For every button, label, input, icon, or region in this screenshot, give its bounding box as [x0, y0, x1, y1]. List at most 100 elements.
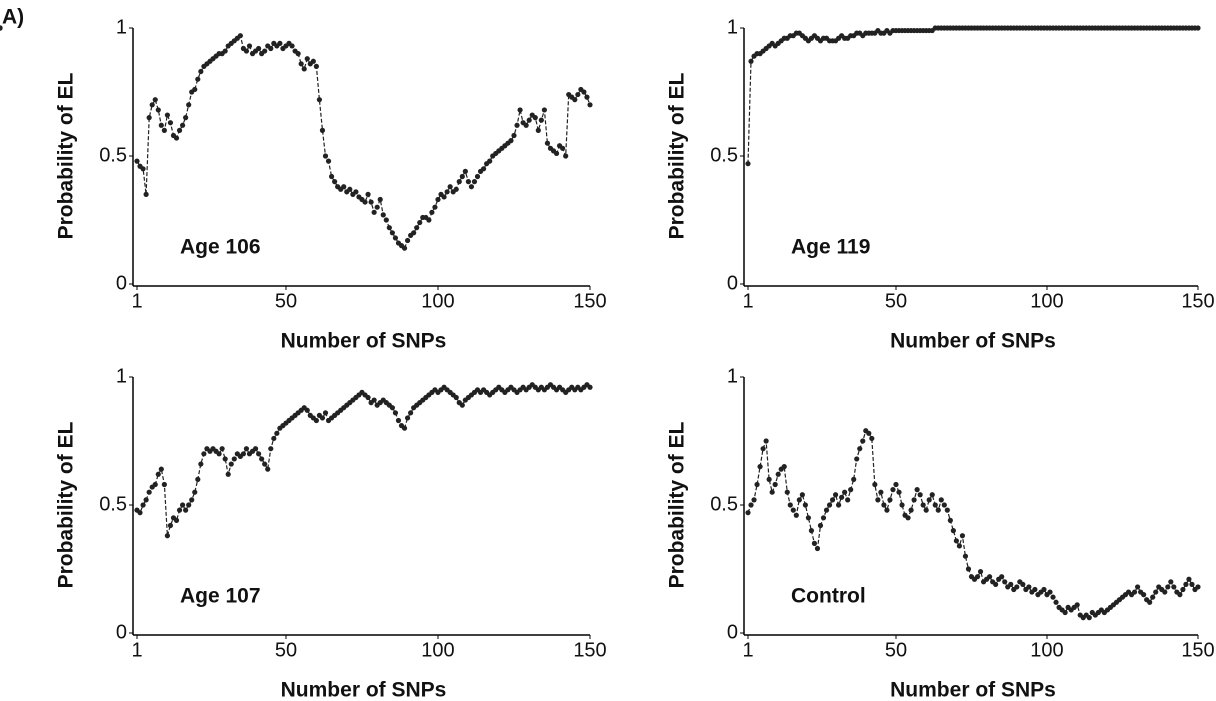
data-point [143, 191, 149, 197]
data-point [471, 179, 478, 185]
data-point [914, 487, 920, 493]
data-point [953, 538, 959, 544]
data-point [1147, 599, 1153, 605]
x-tick-label: 1 [131, 639, 142, 661]
y-tick-label: 1 [727, 365, 738, 387]
data-point [745, 161, 751, 167]
data-point [1086, 615, 1092, 621]
data-point [408, 410, 414, 416]
data-point [459, 173, 465, 180]
data-point [474, 173, 481, 180]
x-tick-label: 1 [742, 290, 753, 312]
data-point [176, 127, 183, 133]
data-point [435, 196, 441, 203]
data-point [256, 45, 262, 52]
data-point [814, 545, 821, 552]
data-point [766, 476, 772, 482]
data-point [553, 150, 560, 157]
x-tick-label: 50 [275, 290, 297, 312]
data-point [137, 510, 143, 516]
data-point [380, 212, 386, 218]
data-point [180, 122, 186, 128]
data-point [760, 446, 766, 452]
data-point [341, 184, 347, 190]
data-point [896, 489, 902, 495]
data-point [465, 179, 471, 185]
data-point [140, 166, 146, 172]
data-point [754, 481, 760, 488]
data-point [884, 507, 890, 513]
data-point [908, 507, 914, 513]
data-point [860, 438, 866, 444]
data-point [143, 497, 149, 503]
data-point [790, 507, 796, 513]
data-point [325, 158, 332, 164]
data-point [784, 489, 790, 495]
data-point [890, 487, 896, 493]
x-tick-label: 100 [1030, 639, 1063, 661]
data-point [392, 235, 399, 241]
data-point [920, 502, 926, 508]
data-point [146, 489, 152, 495]
y-axis-label: Probability of EL [666, 421, 689, 588]
y-tick-label: 1 [116, 16, 127, 38]
data-point [389, 230, 395, 236]
data-point [259, 456, 265, 462]
x-tick-label: 100 [421, 639, 454, 661]
data-point [869, 435, 875, 442]
data-point [1141, 592, 1147, 598]
y-tick-label: 0 [727, 272, 738, 294]
data-point [938, 497, 944, 503]
annotation: Control [791, 585, 866, 608]
data-point [832, 492, 839, 498]
data-point [808, 528, 815, 534]
data-point [310, 58, 316, 64]
data-point [216, 451, 222, 457]
data-point [252, 446, 259, 452]
data-point [796, 497, 802, 503]
x-tick-label: 150 [1181, 290, 1214, 312]
x-tick-label: 1 [742, 639, 753, 661]
data-point [243, 48, 250, 54]
data-point [316, 97, 323, 103]
data-point [587, 102, 593, 108]
data-point [158, 466, 164, 472]
data-point [140, 502, 146, 508]
data-point [313, 63, 319, 69]
data-point [1195, 584, 1201, 590]
data-point [575, 91, 581, 98]
data-point [377, 196, 383, 203]
data-point [404, 415, 411, 421]
data-point [246, 43, 253, 49]
data-point [974, 574, 981, 580]
data-point [401, 245, 408, 251]
data-point [225, 471, 231, 477]
data-point [893, 481, 899, 488]
series-line [136, 383, 591, 536]
data-point [186, 102, 192, 108]
data-point [383, 217, 389, 223]
data-point [164, 112, 171, 118]
y-tick-label: 0 [116, 621, 127, 643]
data-point [757, 464, 763, 470]
data-point [301, 66, 307, 72]
data-point [167, 522, 174, 529]
data-point [917, 492, 923, 498]
data-point [222, 456, 228, 462]
data-point [857, 446, 863, 452]
data-point [414, 225, 420, 231]
data-point [173, 517, 180, 523]
data-point [823, 507, 830, 513]
data-point [787, 502, 793, 508]
data-point [517, 107, 523, 113]
data-point [959, 533, 966, 539]
data-point [231, 456, 237, 462]
data-point [186, 502, 192, 508]
data-point [1050, 594, 1056, 600]
data-point [198, 68, 204, 75]
data-point [1150, 594, 1156, 600]
data-point [487, 158, 493, 164]
data-point [851, 476, 857, 482]
data-point [763, 438, 769, 444]
data-point [411, 230, 417, 236]
